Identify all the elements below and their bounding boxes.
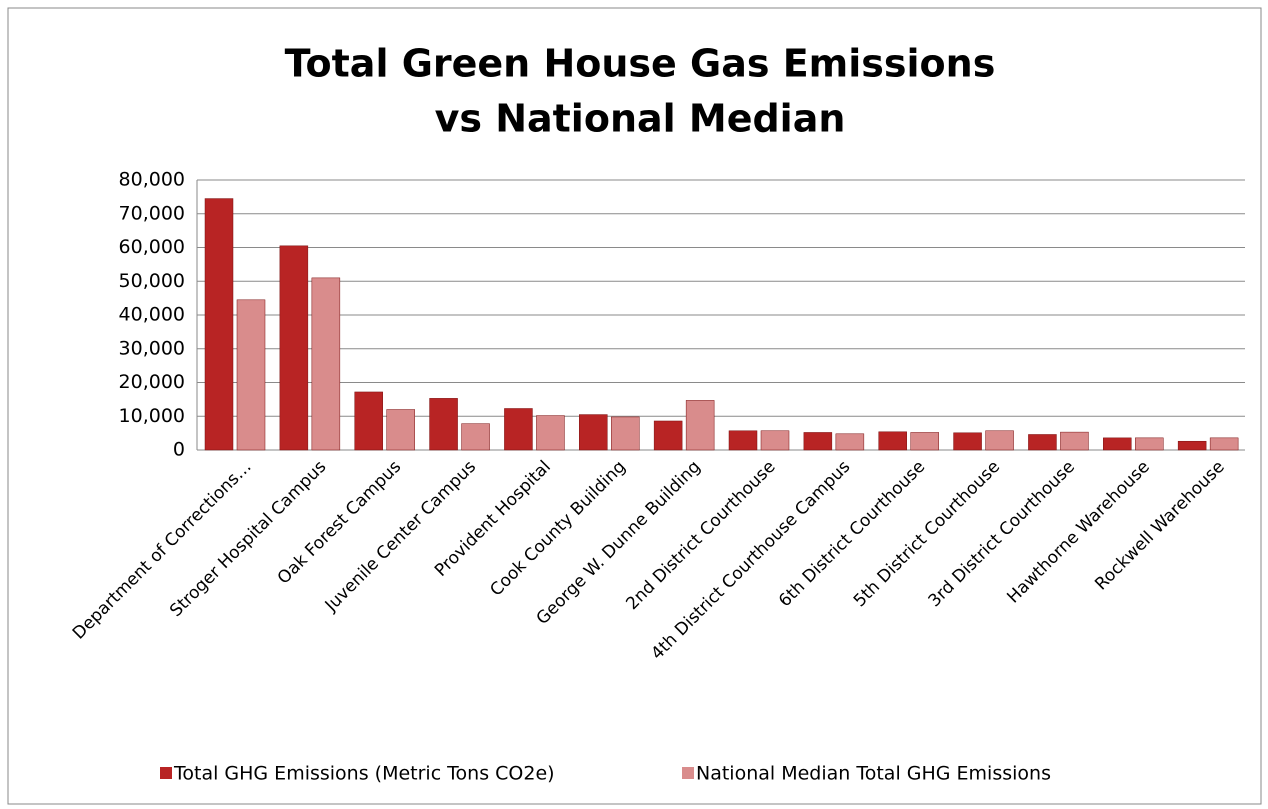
y-tick-label: 80,000 xyxy=(119,169,185,191)
legend-swatch xyxy=(682,767,694,779)
bar xyxy=(429,398,458,451)
bar xyxy=(1060,431,1089,451)
bar xyxy=(803,432,833,451)
bar xyxy=(504,408,533,451)
bar xyxy=(878,431,907,451)
y-tick-label: 40,000 xyxy=(119,304,185,326)
bar xyxy=(1209,437,1239,451)
bar xyxy=(953,432,982,451)
bar xyxy=(910,432,939,451)
bar xyxy=(279,245,309,451)
bar xyxy=(354,391,383,451)
bar xyxy=(611,416,640,451)
bar xyxy=(236,299,266,451)
bar xyxy=(461,423,490,451)
legend-swatch xyxy=(160,767,172,779)
y-tick-label: 10,000 xyxy=(119,405,185,427)
bar xyxy=(204,198,234,451)
bar xyxy=(985,430,1014,451)
bar xyxy=(311,277,341,451)
chart-title: vs National Median xyxy=(435,97,846,141)
y-tick-label: 20,000 xyxy=(119,371,185,393)
y-tick-label: 70,000 xyxy=(119,202,185,224)
bar xyxy=(685,400,715,451)
y-tick-label: 30,000 xyxy=(119,337,185,359)
bar xyxy=(579,414,608,451)
bar xyxy=(1028,434,1057,451)
bar xyxy=(835,433,865,451)
y-tick-label: 0 xyxy=(173,439,185,461)
y-tick-label: 50,000 xyxy=(119,270,185,292)
bar xyxy=(760,430,790,451)
legend-label: Total GHG Emissions (Metric Tons CO2e) xyxy=(173,763,555,785)
bar xyxy=(1103,437,1132,451)
bar xyxy=(386,409,415,451)
bar xyxy=(728,430,758,451)
bar xyxy=(536,415,565,451)
bar xyxy=(1135,437,1164,451)
y-tick-label: 60,000 xyxy=(119,236,185,258)
legend-label: National Median Total GHG Emissions xyxy=(696,763,1051,785)
chart-title: Total Green House Gas Emissions xyxy=(285,42,996,86)
bar xyxy=(653,420,683,451)
bar xyxy=(1177,440,1207,451)
